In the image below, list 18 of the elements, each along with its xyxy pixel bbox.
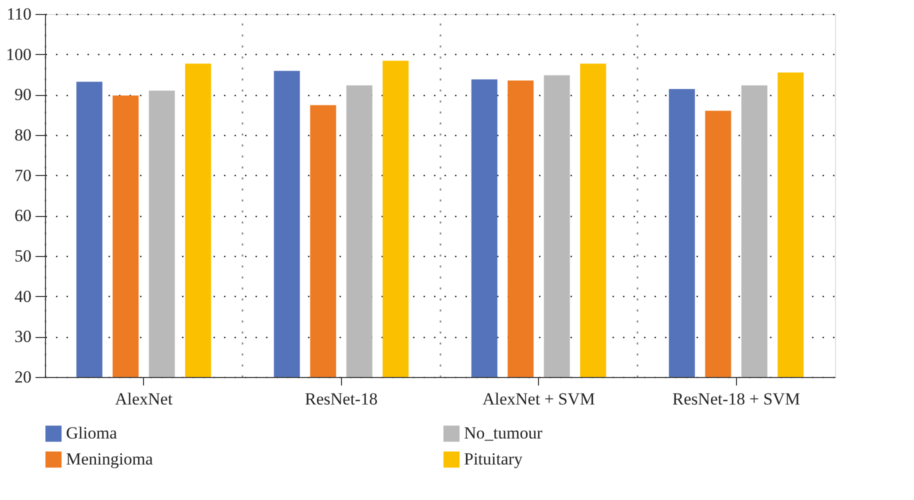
y-tick-label: 70 [14, 166, 32, 185]
x-tick-label: AlexNet + SVM [482, 390, 596, 408]
y-tick-label: 30 [14, 327, 32, 346]
legend-label: Glioma [66, 424, 118, 443]
x-tick-label: ResNet-18 [304, 390, 378, 408]
legend-label: Meningioma [66, 450, 154, 468]
y-tick-label: 50 [14, 246, 32, 266]
y-tick-label: 20 [14, 368, 32, 386]
y-tick-label: 90 [14, 85, 32, 104]
y-tick-label: 80 [14, 126, 32, 144]
y-tick-label: 60 [14, 206, 32, 226]
legend-label: Pituitary [464, 450, 524, 468]
y-tick-label: 40 [14, 286, 32, 306]
y-tick-label: 110 [6, 4, 32, 24]
x-tick-label: ResNet-18 + SVM [672, 390, 800, 408]
x-tick-label: AlexNet [114, 390, 173, 408]
legend-label: No_tumour [464, 424, 543, 443]
y-tick-label: 100 [6, 44, 32, 64]
